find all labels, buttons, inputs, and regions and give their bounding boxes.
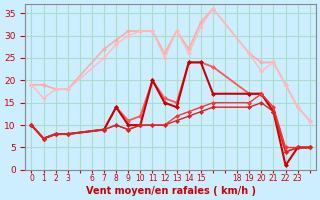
X-axis label: Vent moyen/en rafales ( km/h ): Vent moyen/en rafales ( km/h ): [86, 186, 256, 196]
